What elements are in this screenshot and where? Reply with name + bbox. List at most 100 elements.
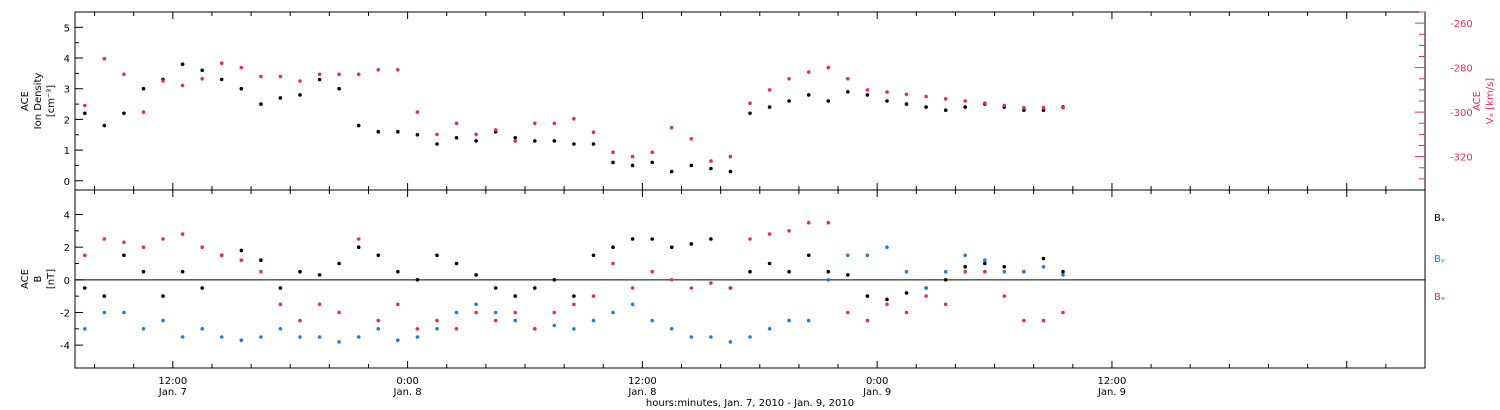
bottom-black-point [689,242,694,246]
top-red-point [611,150,615,154]
bottom-black-point [572,294,576,298]
bottom-red-point [415,327,420,331]
top-right-tick-label: -280 [1450,64,1473,75]
bottom-blue-point [122,310,126,315]
bottom-blue-point [1022,269,1026,274]
bottom-black-point [415,278,420,282]
bottom-blue-point [650,318,654,323]
top-black-point [122,111,126,116]
top-black-point [337,86,341,91]
bottom-red-point [806,220,811,225]
bottom-blue-point [846,253,850,258]
bottom-black-point [317,273,322,277]
bottom-red-point [904,310,909,315]
bottom-blue-point [885,245,889,249]
bottom-blue-point [552,323,557,328]
bottom-red-point [141,245,146,249]
top-panel-frame [74,11,1426,191]
bottom-blue-point [983,258,987,263]
top-black-point [259,102,263,106]
bottom-black-point [846,273,850,277]
bottom-black-point [806,253,811,258]
bottom-black-point [904,291,909,295]
top-red-point [200,77,204,81]
bottom-blue-point [709,335,713,339]
bottom-red-point [200,245,204,249]
bottom-red-point [180,232,185,236]
x-tick-label-date: Jan. 9 [1097,387,1126,398]
top-x-ticks [94,12,1387,190]
bottom-left-axis-label-line3: [nT] [46,269,57,289]
bottom-panel-frame [74,189,1426,369]
top-black-point [728,169,733,174]
bottom-red-point [317,302,322,307]
bottom-red-point [1041,318,1046,323]
bottom-blue-point [141,327,146,331]
bottom-left-axis-label-line1: ACE [20,269,31,289]
bottom-blue-point [200,327,204,331]
bottom-red-point [846,310,850,315]
top-red-point [591,130,596,134]
bottom-black-point [943,278,948,282]
bottom-black-point [259,258,263,263]
bottom-red-point [826,220,831,225]
top-red-point [259,74,263,79]
top-black-point [141,86,146,91]
bottom-red-point [963,269,967,274]
x-tick-label-time: 12:00 [158,376,187,387]
bottom-red-point [865,318,870,323]
top-right-tick-label: -260 [1450,19,1473,30]
bottom-blue-point [337,340,341,344]
bottom-black-point [630,237,635,241]
bottom-red-point [161,237,165,241]
top-black-point [1041,108,1046,112]
bottom-blue-point [298,335,302,339]
bottom-black-point [376,253,381,258]
bottom-black-point [435,253,439,258]
top-series [83,56,1065,174]
top-black-point [1022,108,1026,112]
top-left-tick-label: 2 [64,115,70,126]
bottom-blue-point [161,318,165,323]
bottom-black-point [122,253,126,258]
bottom-black-point [552,278,557,282]
top-red-point [983,101,987,105]
bottom-red-point [1002,294,1007,298]
top-red-point [572,117,576,121]
bottom-blue-point [474,302,478,307]
x-tick-label-time: 0:00 [866,376,888,387]
top-red-point [1041,105,1046,110]
bottom-black-point [161,294,165,298]
bottom-panel: -4 -2 0 2 4 ACE B [nT] Bₓ Bᵧ Bₔ [20,189,1445,369]
top-black-point [376,129,381,134]
top-red-point [239,65,244,70]
top-black-point [630,163,635,168]
bottom-left-axis-label-line2: B [33,275,44,282]
top-red-point [161,79,165,83]
top-black-point [552,139,557,143]
top-red-point [474,132,478,137]
top-red-point [552,121,557,126]
bottom-black-point [102,294,107,298]
top-black-point [611,160,615,165]
bottom-black-point [278,286,283,290]
bottom-black-point [83,286,87,290]
top-red-point [767,88,772,92]
bottom-blue-point [611,310,615,315]
bottom-left-tick-label: -2 [60,308,70,319]
bottom-blue-point [493,310,498,315]
legend-bz: Bₔ [1434,292,1445,303]
top-red-point [102,56,107,61]
bottom-black-point [983,261,987,266]
top-red-point [1022,105,1026,110]
bottom-red-point [669,278,674,282]
x-tick-label-date: Jan. 8 [393,387,422,398]
bottom-black-point [748,269,752,274]
bottom-blue-point [278,327,283,331]
top-red-point [885,90,889,94]
bottom-black-point [591,253,596,258]
bottom-black-point [826,269,831,274]
